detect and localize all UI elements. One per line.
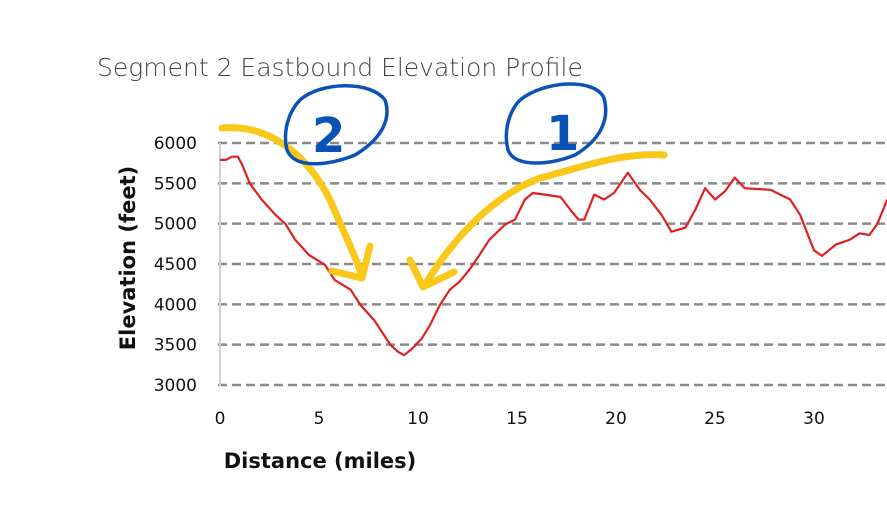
y-tick-label: 4000 (154, 295, 197, 315)
x-axis-label: Distance (miles) (224, 449, 417, 473)
annotation-label-2: 2 (312, 108, 345, 164)
x-tick-label: 0 (215, 409, 226, 429)
annotation-2: 2 (218, 84, 389, 282)
y-tick-label: 5500 (154, 174, 197, 194)
blue-circle-2 (283, 84, 389, 166)
yellow-arrow-1 (421, 151, 668, 289)
elevation-line (220, 155, 887, 357)
x-tick-label: 20 (605, 409, 627, 429)
y-tick-label: 6000 (154, 134, 197, 154)
yellow-arrowhead-1 (406, 256, 458, 291)
x-tick-label: 10 (407, 409, 429, 429)
x-tick-label: 5 (314, 409, 325, 429)
y-tick-label: 3000 (154, 376, 197, 396)
y-axis-label: Elevation (feet) (116, 166, 140, 350)
annotation-1: 1 (406, 82, 668, 291)
y-tick-label: 4500 (154, 255, 197, 275)
y-tick-label: 3500 (154, 336, 197, 356)
yellow-arrow-2 (218, 124, 366, 280)
x-tick-label: 25 (704, 409, 726, 429)
yellow-arrowhead-2 (328, 242, 374, 282)
x-tick-label: 15 (506, 409, 528, 429)
chart-title: Segment 2 Eastbound Elevation Profile (97, 53, 583, 82)
blue-circle-1 (504, 82, 608, 165)
x-tick-labels: 0 5 10 15 20 25 30 (215, 409, 825, 429)
y-tick-labels: 3000 3500 4000 4500 5000 5500 6000 (154, 134, 197, 396)
y-tick-label: 5000 (154, 215, 197, 235)
annotation-label-1: 1 (546, 106, 579, 162)
x-tick-label: 30 (803, 409, 825, 429)
